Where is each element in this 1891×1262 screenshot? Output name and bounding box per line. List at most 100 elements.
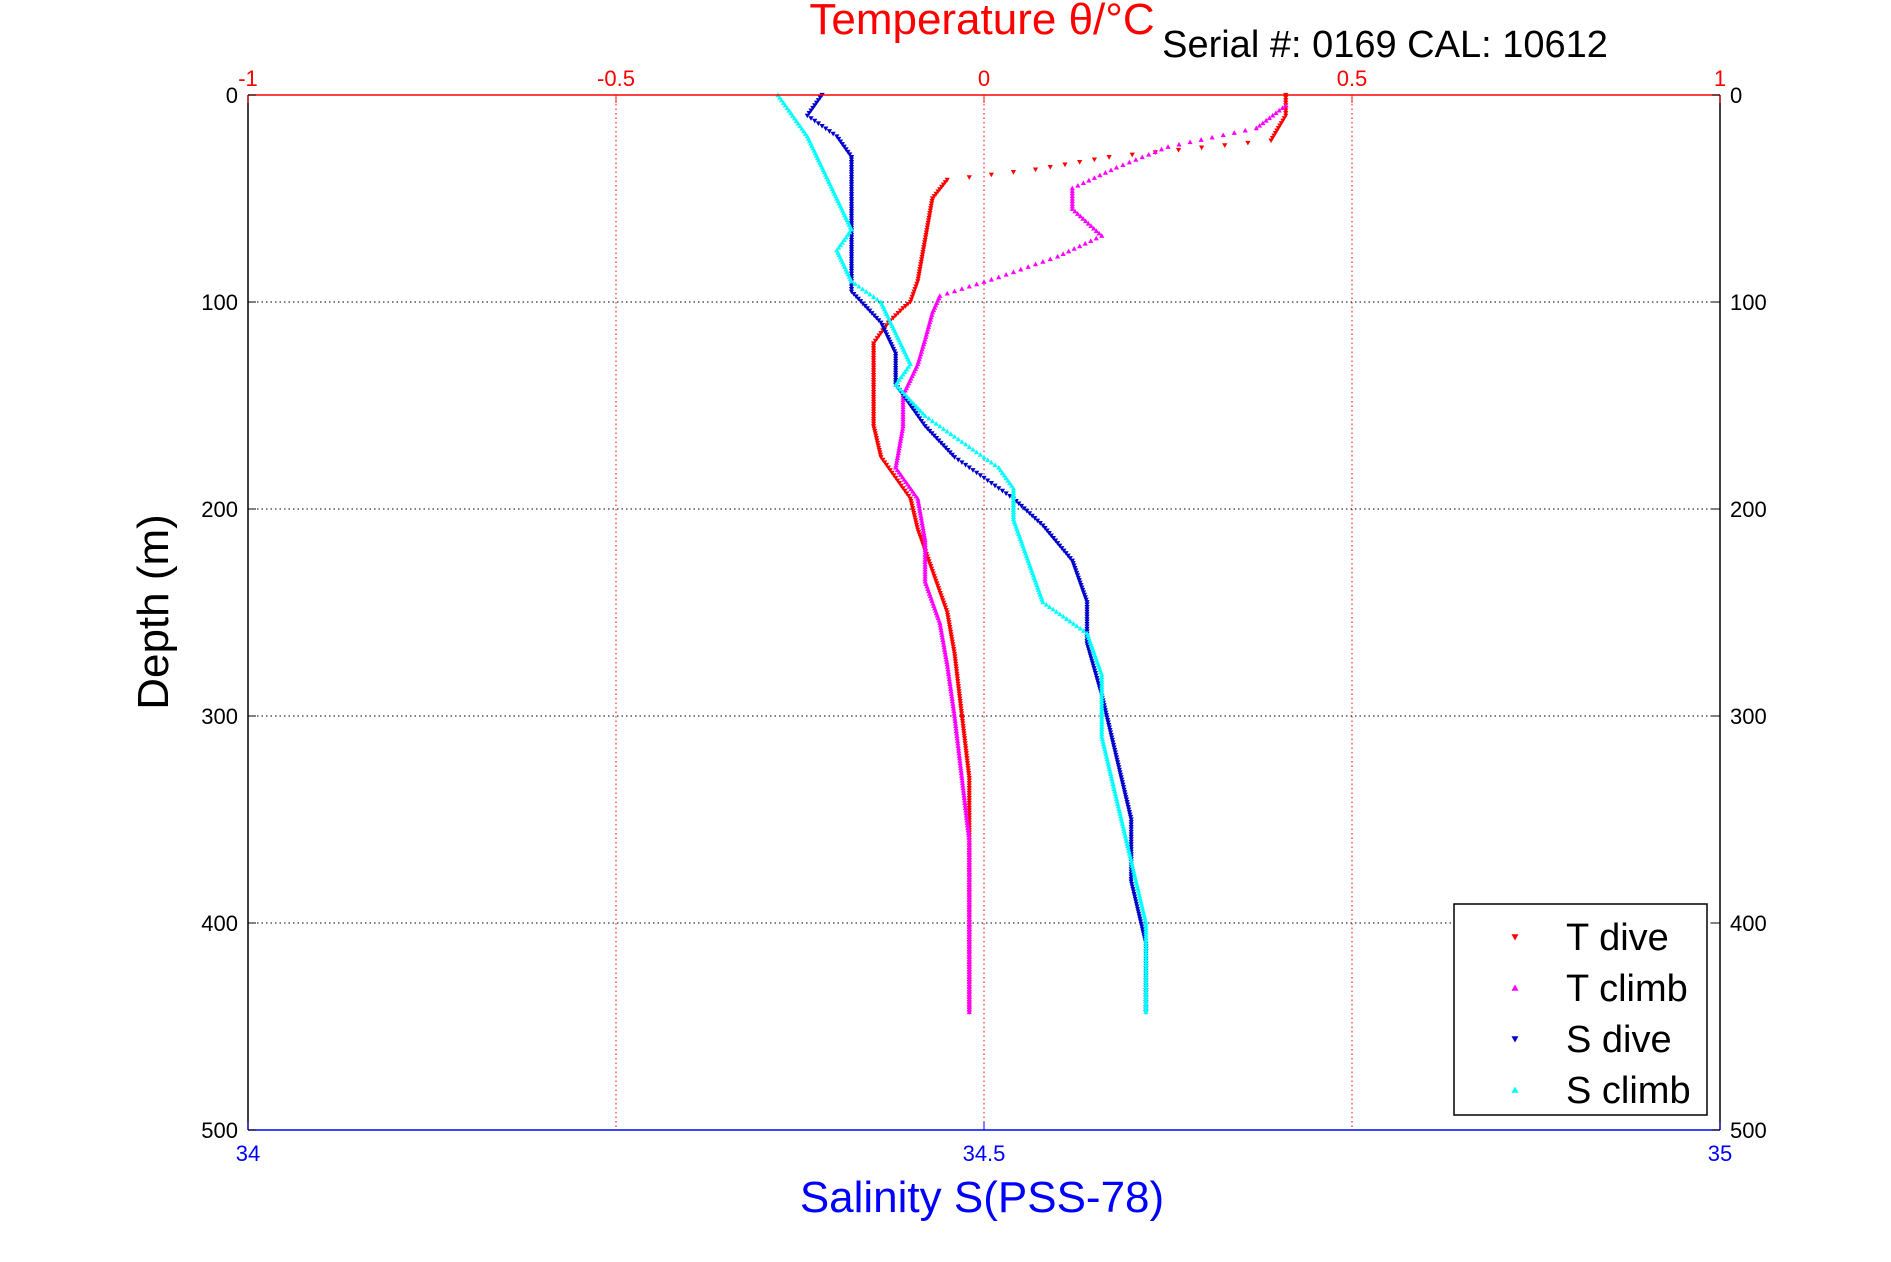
data-marker [966, 927, 972, 932]
data-marker [1133, 878, 1139, 883]
data-marker [966, 919, 972, 925]
data-marker [1086, 177, 1092, 183]
data-marker [848, 157, 855, 163]
data-marker [917, 408, 924, 414]
data-marker [960, 787, 966, 793]
data-marker [1111, 745, 1117, 751]
data-marker [950, 644, 956, 650]
data-marker [1069, 558, 1075, 564]
data-marker [1062, 162, 1068, 168]
data-marker [1263, 117, 1269, 123]
data-marker [872, 428, 878, 434]
data-marker [1076, 578, 1082, 583]
data-marker [1099, 233, 1105, 238]
data-marker [954, 674, 960, 679]
data-marker [974, 470, 980, 476]
data-marker [1107, 771, 1114, 777]
data-marker [1069, 188, 1075, 193]
data-marker [900, 426, 906, 431]
data-marker [900, 406, 906, 412]
data-marker [985, 478, 991, 484]
data-marker [1101, 744, 1107, 749]
data-marker [871, 294, 877, 299]
data-marker [1138, 921, 1144, 927]
data-marker [1112, 747, 1118, 753]
data-marker [1077, 580, 1083, 586]
data-marker [1010, 485, 1017, 491]
data-marker [1113, 755, 1120, 760]
data-marker [942, 647, 948, 652]
data-marker [1133, 880, 1140, 886]
data-marker [1118, 816, 1124, 821]
data-marker [864, 306, 870, 311]
data-marker [966, 798, 972, 804]
data-marker [951, 646, 957, 652]
data-marker [1102, 749, 1108, 754]
data-marker [1003, 491, 1009, 497]
data-marker [922, 237, 928, 243]
data-marker [871, 353, 877, 359]
data-marker [1143, 935, 1149, 940]
data-marker [963, 748, 969, 754]
data-marker [966, 941, 972, 947]
data-marker [961, 797, 968, 803]
data-marker [921, 530, 927, 535]
data-marker [871, 399, 877, 405]
data-marker [937, 622, 943, 628]
data-marker [1040, 523, 1046, 529]
data-marker [848, 278, 855, 284]
data-marker [1283, 95, 1289, 101]
data-marker [1079, 585, 1085, 591]
data-marker [1128, 874, 1134, 880]
data-marker [1128, 855, 1134, 861]
data-marker [871, 419, 877, 424]
data-marker [948, 686, 954, 691]
data-marker [905, 364, 912, 369]
data-marker [1010, 514, 1017, 520]
data-marker [883, 462, 890, 468]
data-marker [1142, 917, 1148, 923]
data-marker [1283, 111, 1289, 116]
data-marker [871, 368, 877, 373]
data-marker [848, 174, 855, 180]
data-marker [874, 438, 880, 444]
data-marker [1268, 138, 1274, 144]
data-marker [1093, 673, 1099, 679]
data-marker [1143, 989, 1149, 995]
data-marker [916, 274, 922, 280]
data-marker [988, 459, 994, 465]
data-marker [966, 1006, 972, 1012]
data-marker [948, 632, 954, 638]
data-marker [900, 416, 906, 422]
data-marker [848, 259, 855, 264]
data-marker [871, 346, 877, 351]
data-marker [1124, 840, 1130, 846]
data-marker [966, 966, 972, 972]
data-marker [1198, 137, 1204, 142]
data-marker [963, 751, 969, 756]
data-marker [1113, 793, 1119, 799]
data-marker [1266, 115, 1273, 121]
data-marker [1116, 808, 1123, 814]
data-marker [1078, 583, 1084, 588]
data-marker [1077, 243, 1083, 249]
data-marker [966, 929, 972, 935]
data-marker [966, 974, 972, 980]
data-marker [966, 959, 972, 964]
data-marker [1143, 969, 1149, 975]
data-marker [1135, 888, 1141, 893]
data-marker [940, 637, 946, 642]
data-marker [1132, 896, 1138, 902]
data-marker [880, 457, 886, 463]
data-marker [1099, 699, 1105, 705]
data-marker [893, 313, 899, 319]
data-marker [791, 115, 798, 121]
depth-tick-label-left: 100 [201, 290, 238, 315]
data-marker [950, 642, 956, 647]
data-marker [896, 377, 902, 382]
data-marker [876, 448, 882, 453]
data-marker [1143, 984, 1149, 990]
data-marker [1080, 587, 1086, 593]
data-marker [925, 326, 931, 332]
data-marker [920, 527, 926, 533]
